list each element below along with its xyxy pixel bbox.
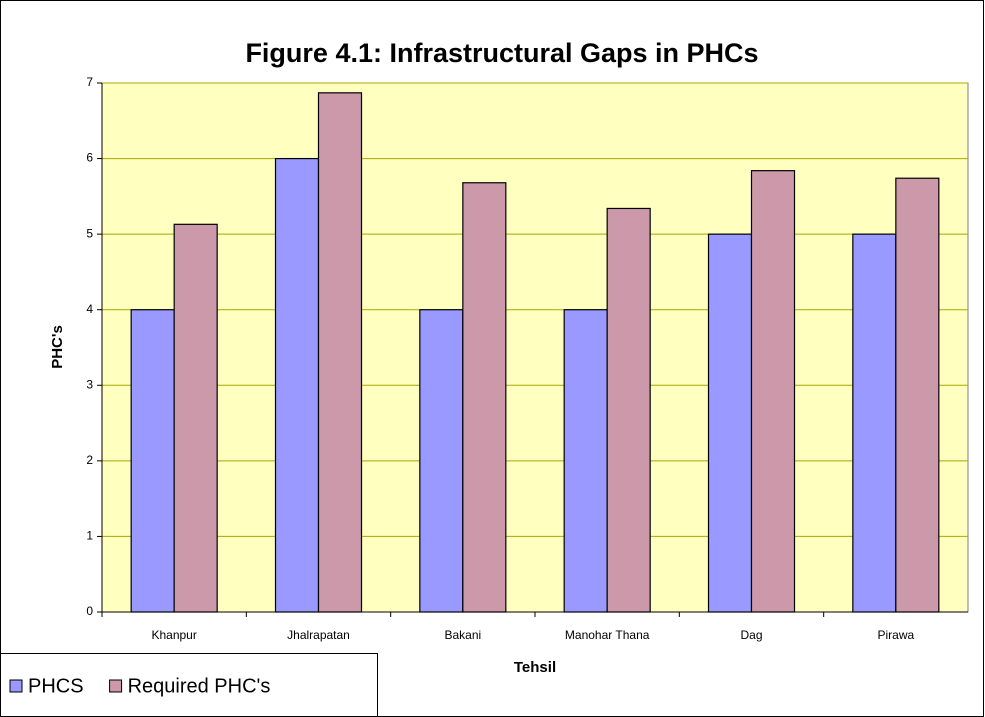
plot-area xyxy=(101,82,969,613)
legend-label: Required PHC's xyxy=(128,675,271,697)
bar xyxy=(274,157,320,613)
bar xyxy=(130,309,175,613)
bar xyxy=(750,170,796,613)
y-tick-label: 6 xyxy=(86,151,93,165)
y-tick-label: 7 xyxy=(86,75,93,89)
y-tick-label: 4 xyxy=(86,302,93,316)
y-tick-label: 0 xyxy=(86,604,93,618)
bar xyxy=(419,309,464,613)
y-axis-label: PHC's xyxy=(49,325,66,369)
y-tick-label: 5 xyxy=(86,226,93,240)
x-tick-label: Pirawa xyxy=(877,628,914,642)
x-tick-label: Manohar Thana xyxy=(565,628,650,642)
legend-swatch xyxy=(9,679,23,693)
bar xyxy=(462,182,507,613)
x-tick-label: Bakani xyxy=(444,628,481,642)
y-tick-label: 2 xyxy=(86,453,93,467)
x-tick-label: Jhalrapatan xyxy=(287,628,350,642)
legend-label: PHCS xyxy=(28,675,84,697)
chart-title: Figure 4.1: Infrastructural Gaps in PHCs xyxy=(245,38,758,68)
bar xyxy=(606,207,651,613)
y-tick-label: 1 xyxy=(86,529,93,543)
y-tick-label: 3 xyxy=(86,377,93,391)
x-tick-label: Khanpur xyxy=(151,628,196,642)
legend-swatch xyxy=(109,679,123,693)
x-tick-label: Dag xyxy=(740,628,762,642)
bar xyxy=(173,223,218,613)
bar xyxy=(707,233,753,613)
bar xyxy=(317,92,363,613)
bar xyxy=(852,233,897,613)
x-axis-label: Tehsil xyxy=(514,659,556,676)
bar xyxy=(895,177,940,613)
bar xyxy=(563,309,608,613)
legend-box xyxy=(0,653,378,717)
